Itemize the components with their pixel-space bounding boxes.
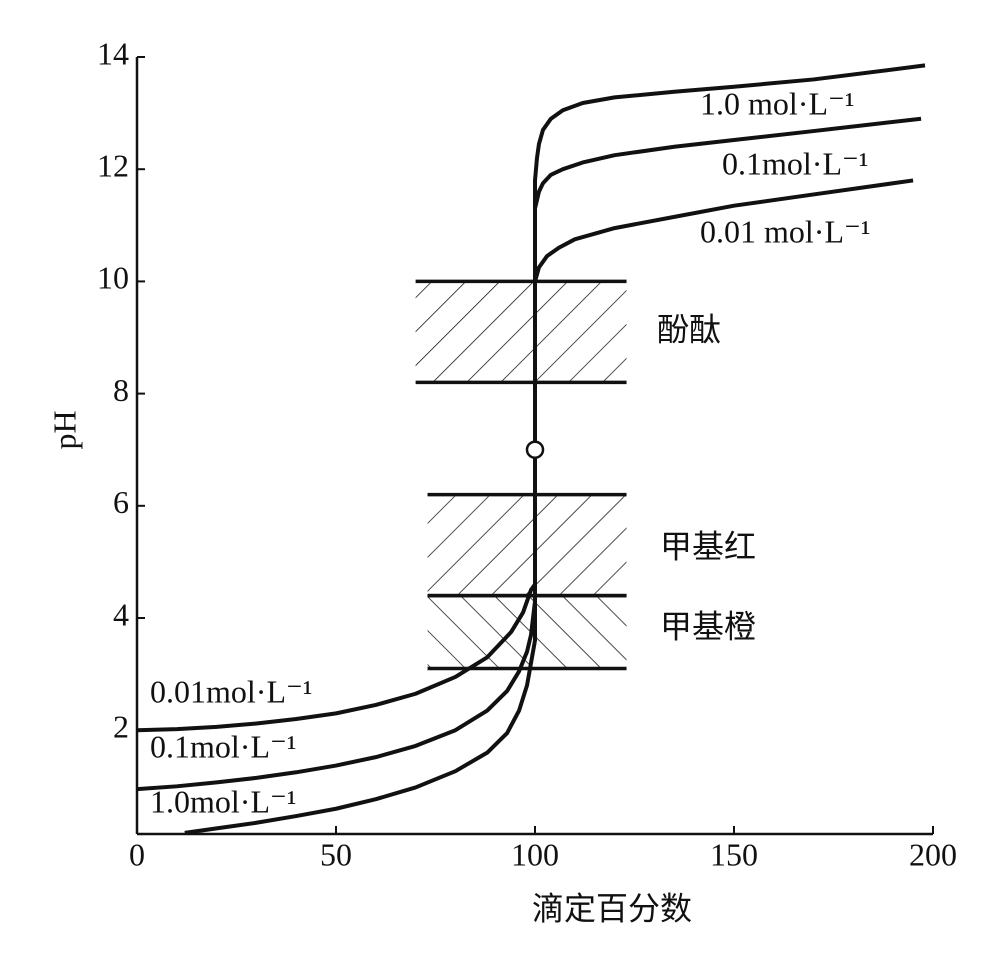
indicator-band bbox=[415, 281, 627, 383]
y-tick-label: 4 bbox=[113, 596, 129, 632]
series-label: 0.1mol·L⁻¹ bbox=[722, 145, 868, 181]
band-label: 甲基红 bbox=[660, 528, 756, 564]
titration-curve bbox=[136, 116, 922, 792]
series-label-left: 0.1mol·L⁻¹ bbox=[150, 728, 296, 764]
series-label-left: 1.0mol·L⁻¹ bbox=[150, 783, 296, 819]
y-axis-label: pH bbox=[46, 410, 82, 449]
x-axis-label: 滴定百分数 bbox=[532, 890, 692, 926]
x-tick-label: 0 bbox=[129, 836, 145, 872]
y-tick-label: 12 bbox=[97, 148, 129, 184]
series-label-left: 0.01mol·L⁻¹ bbox=[150, 673, 312, 709]
y-tick-label: 14 bbox=[97, 35, 129, 71]
y-tick-label: 10 bbox=[97, 260, 129, 296]
titration-curve bbox=[184, 63, 926, 835]
equivalence-point bbox=[525, 440, 545, 459]
x-tick-label: 50 bbox=[320, 836, 352, 872]
titration-curve bbox=[136, 178, 914, 733]
y-tick-label: 2 bbox=[113, 709, 129, 745]
series-label: 1.0 mol·L⁻¹ bbox=[700, 85, 854, 121]
indicator-band bbox=[427, 494, 627, 596]
x-tick-label: 150 bbox=[710, 836, 758, 872]
x-tick-label: 200 bbox=[909, 836, 957, 872]
x-tick-label: 100 bbox=[511, 836, 559, 872]
y-tick-label: 6 bbox=[113, 484, 129, 520]
y-tick-label: 8 bbox=[113, 372, 129, 408]
series-label: 0.01 mol·L⁻¹ bbox=[700, 213, 870, 249]
band-label: 甲基橙 bbox=[660, 608, 756, 644]
band-label: 酚酞 bbox=[657, 311, 721, 347]
